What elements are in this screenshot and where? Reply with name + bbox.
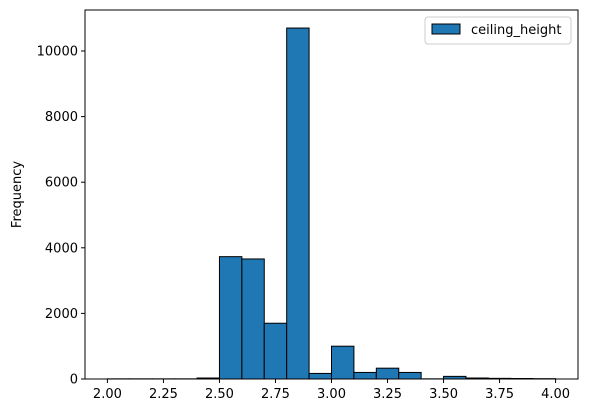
y-tick-label: 8000 (45, 110, 78, 125)
y-tick-label: 2000 (45, 307, 78, 322)
histogram-bars (106, 27, 557, 380)
y-tick-label: 0 (70, 373, 78, 388)
legend-swatch (431, 23, 461, 35)
histogram-bar (398, 371, 422, 380)
x-axis: 2.00 2.25 2.50 2.75 3.00 3.25 3.50 3.75 4.00 (93, 379, 570, 402)
x-tick-label: 3.50 (429, 387, 458, 402)
plot-frame (84, 9, 579, 380)
x-tick-label: 3.00 (317, 387, 346, 402)
x-tick-label: 2.25 (149, 387, 178, 402)
histogram-bar (241, 258, 265, 380)
y-tick-label: 4000 (45, 241, 78, 256)
histogram-bar (263, 322, 288, 380)
legend: ceiling_height (424, 16, 572, 45)
y-tick-label: 6000 (45, 176, 78, 191)
x-tick-label: 2.00 (93, 387, 122, 402)
y-axis-label: Frequency (10, 161, 25, 228)
legend-box (424, 16, 572, 45)
histogram-bar (331, 345, 355, 380)
y-axis: 0 2000 4000 6000 8000 10000 (37, 45, 85, 388)
histogram-bar (375, 367, 400, 380)
histogram-bar (218, 256, 243, 380)
histogram-bar (308, 372, 333, 380)
x-tick-label: 4.00 (541, 387, 570, 402)
y-tick-label: 10000 (37, 45, 78, 60)
x-tick-label: 2.75 (261, 387, 290, 402)
histogram-bar (353, 371, 377, 380)
legend-label: ceiling_height (471, 23, 561, 38)
x-tick-label: 2.50 (205, 387, 234, 402)
x-tick-label: 3.25 (373, 387, 402, 402)
x-tick-label: 3.75 (485, 387, 514, 402)
histogram-bar (286, 27, 310, 380)
